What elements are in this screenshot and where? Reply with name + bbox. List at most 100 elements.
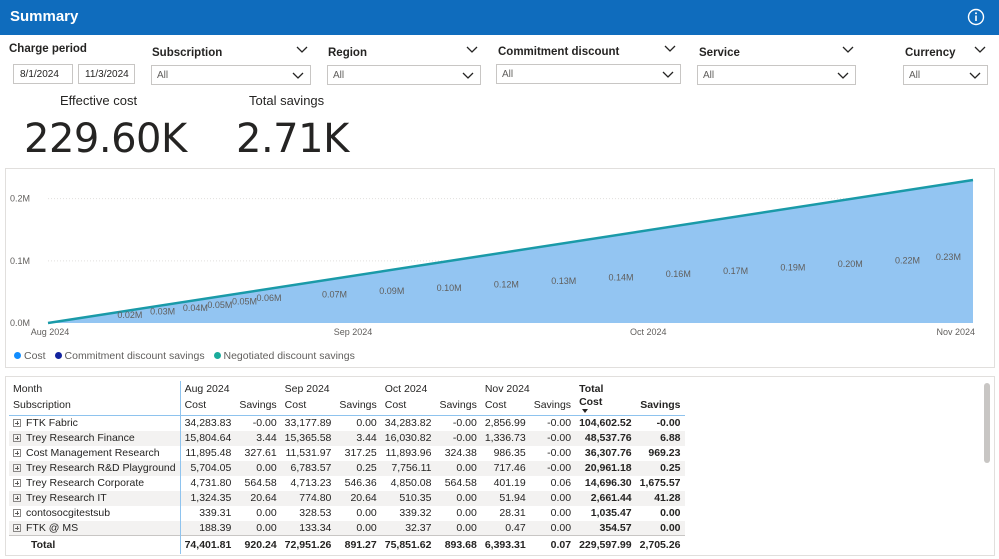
row-label: FTK @ MS: [9, 520, 181, 536]
subscription-name: Trey Research Corporate: [26, 477, 145, 489]
chevron-down-icon[interactable]: [842, 46, 854, 54]
data-label: 0.03M: [150, 307, 175, 317]
series-line: [47, 178, 974, 325]
legend-dot: [14, 352, 21, 359]
table-cell: 0.00: [435, 490, 481, 506]
total-cell: 6,393.31: [480, 535, 530, 554]
chevron-down-icon: [969, 72, 981, 79]
table-cell: 0.00: [660, 507, 681, 519]
column-header-month[interactable]: Sep 2024: [284, 382, 330, 395]
table-row[interactable]: FTK @ MS 188.39 0.00 133.34 0.00 32.37 0.00 0.4…: [9, 520, 685, 536]
column-header-total-cost-label: Cost: [579, 396, 603, 408]
column-header-savings[interactable]: Savings: [435, 396, 481, 416]
data-label: 0.22M: [895, 256, 920, 266]
expand-icon[interactable]: [13, 419, 21, 428]
column-header-cost[interactable]: Cost: [480, 396, 530, 416]
cost-chart[interactable]: 0.0M 0.1M 0.2M 0.02M 0.03M 0.04M 0.05M 0.05M 0.0…: [5, 168, 995, 368]
total-cell: 75,851.62: [380, 535, 436, 554]
expand-icon[interactable]: [13, 509, 21, 517]
table-row[interactable]: contosocgitestsub 339.31 0.00 328.53 0.00 339…: [9, 505, 685, 521]
legend-item-commitment-savings[interactable]: Commitment discount savings: [54, 350, 205, 362]
table-cell: 0.47: [480, 520, 530, 536]
chevron-down-icon[interactable]: [296, 46, 308, 54]
table-cell: -0.00: [529, 430, 576, 446]
expand-icon[interactable]: [13, 494, 21, 502]
table-row[interactable]: Trey Research R&D Playground 5,704.05 0.00…: [9, 460, 685, 476]
service-dropdown[interactable]: All: [697, 65, 856, 85]
table-cell: 564.58: [244, 477, 277, 489]
subscription-dropdown[interactable]: All: [151, 65, 311, 85]
info-icon[interactable]: [967, 8, 985, 26]
table-cell: 327.61: [244, 447, 277, 459]
table-cell: 41.28: [635, 490, 685, 506]
column-header-savings[interactable]: Savings: [529, 396, 576, 416]
table-row[interactable]: Trey Research IT 1,324.35 20.64 774.80 20.64…: [9, 490, 685, 506]
column-header-total-cost[interactable]: Cost: [575, 396, 636, 416]
expand-icon[interactable]: [13, 523, 21, 532]
table-row[interactable]: FTK Fabric 34,283.83 -0.00 33,177.89 0.00 34,…: [9, 415, 685, 431]
chevron-down-icon[interactable]: [664, 45, 676, 53]
table-cell: 0.00: [529, 520, 576, 536]
column-header-month[interactable]: Aug 2024: [184, 382, 230, 395]
expand-icon[interactable]: [13, 434, 21, 442]
table-cell: 0.00: [635, 520, 685, 536]
total-cell: 72,951.26: [280, 535, 336, 554]
column-header-cost[interactable]: Cost: [380, 396, 436, 416]
legend-item-cost[interactable]: Cost: [14, 350, 46, 362]
row-label: Cost Management Research: [9, 445, 181, 461]
row-label: Trey Research IT: [9, 490, 181, 506]
charge-period-start-input[interactable]: 8/1/2024: [13, 64, 73, 84]
table-cell: 339.31: [199, 507, 232, 519]
table-cell: 4,731.80: [190, 477, 232, 489]
table-row[interactable]: Trey Research Corporate 4,731.80 564.58 4,7…: [9, 475, 685, 491]
table-cell: 6.88: [635, 430, 685, 446]
table-cell: 774.80: [280, 490, 336, 506]
table-cell: 328.53: [299, 507, 332, 519]
table-cell: 15,804.64: [180, 430, 236, 446]
column-header-total[interactable]: Total: [579, 382, 604, 395]
table-cell: 1,675.57: [639, 477, 681, 489]
column-header-month[interactable]: Oct 2024: [384, 382, 428, 395]
legend-dot: [54, 352, 62, 359]
data-label: 0.16M: [666, 269, 691, 279]
chevron-down-icon[interactable]: [466, 46, 478, 54]
column-header-savings[interactable]: Savings: [335, 396, 381, 416]
charge-period-end-input[interactable]: 11/3/2024: [78, 64, 135, 84]
cost-matrix[interactable]: Month Aug 2024 Sep 2024 Oct 2024 Nov 202…: [5, 376, 995, 556]
currency-dropdown[interactable]: All: [903, 65, 988, 85]
table-row[interactable]: Trey Research Finance 15,804.64 3.44 15,365…: [9, 430, 685, 446]
column-header-total-savings[interactable]: Savings: [635, 396, 685, 416]
commitment-discount-dropdown[interactable]: All: [496, 64, 681, 84]
table-cell: 36,307.76: [584, 447, 632, 459]
y-tick-label: 0.0M: [10, 318, 30, 328]
table-cell: 401.19: [493, 477, 526, 489]
vertical-scrollbar[interactable]: [984, 383, 990, 463]
table-row[interactable]: Cost Management Research 11,895.48 327.61 1…: [9, 445, 685, 461]
effective-cost-label: Effective cost: [60, 93, 138, 108]
column-header-cost[interactable]: Cost: [180, 396, 236, 416]
table-cell: -0.00: [656, 417, 681, 430]
chevron-down-icon[interactable]: [974, 46, 986, 54]
x-tick-label: Sep 2024: [334, 327, 373, 337]
table-cell: 3.44: [235, 430, 281, 446]
total-savings-value: 2.71K: [236, 116, 349, 162]
y-tick-label: 0.1M: [10, 256, 30, 266]
column-header-cost[interactable]: Cost: [280, 396, 336, 416]
expand-icon[interactable]: [13, 449, 21, 457]
table-cell: 104,602.52: [579, 417, 632, 430]
region-dropdown[interactable]: All: [327, 65, 481, 85]
column-header-month[interactable]: Nov 2024: [484, 382, 530, 395]
expand-icon[interactable]: [13, 464, 21, 472]
legend-item-negotiated-savings[interactable]: Negotiated discount savings: [213, 350, 355, 362]
data-label: 0.09M: [379, 286, 404, 296]
table-cell: 4,850.08: [390, 477, 432, 489]
expand-icon[interactable]: [13, 479, 21, 487]
table-cell: -0.00: [435, 430, 481, 446]
y-tick-label: 0.2M: [10, 194, 30, 204]
table-cell: 0.00: [335, 520, 381, 536]
column-header-savings[interactable]: Savings: [235, 396, 281, 416]
table-cell: 0.00: [256, 507, 277, 519]
table-cell: 510.35: [380, 490, 436, 506]
chevron-down-icon: [662, 71, 674, 78]
currency-value: All: [909, 70, 921, 81]
